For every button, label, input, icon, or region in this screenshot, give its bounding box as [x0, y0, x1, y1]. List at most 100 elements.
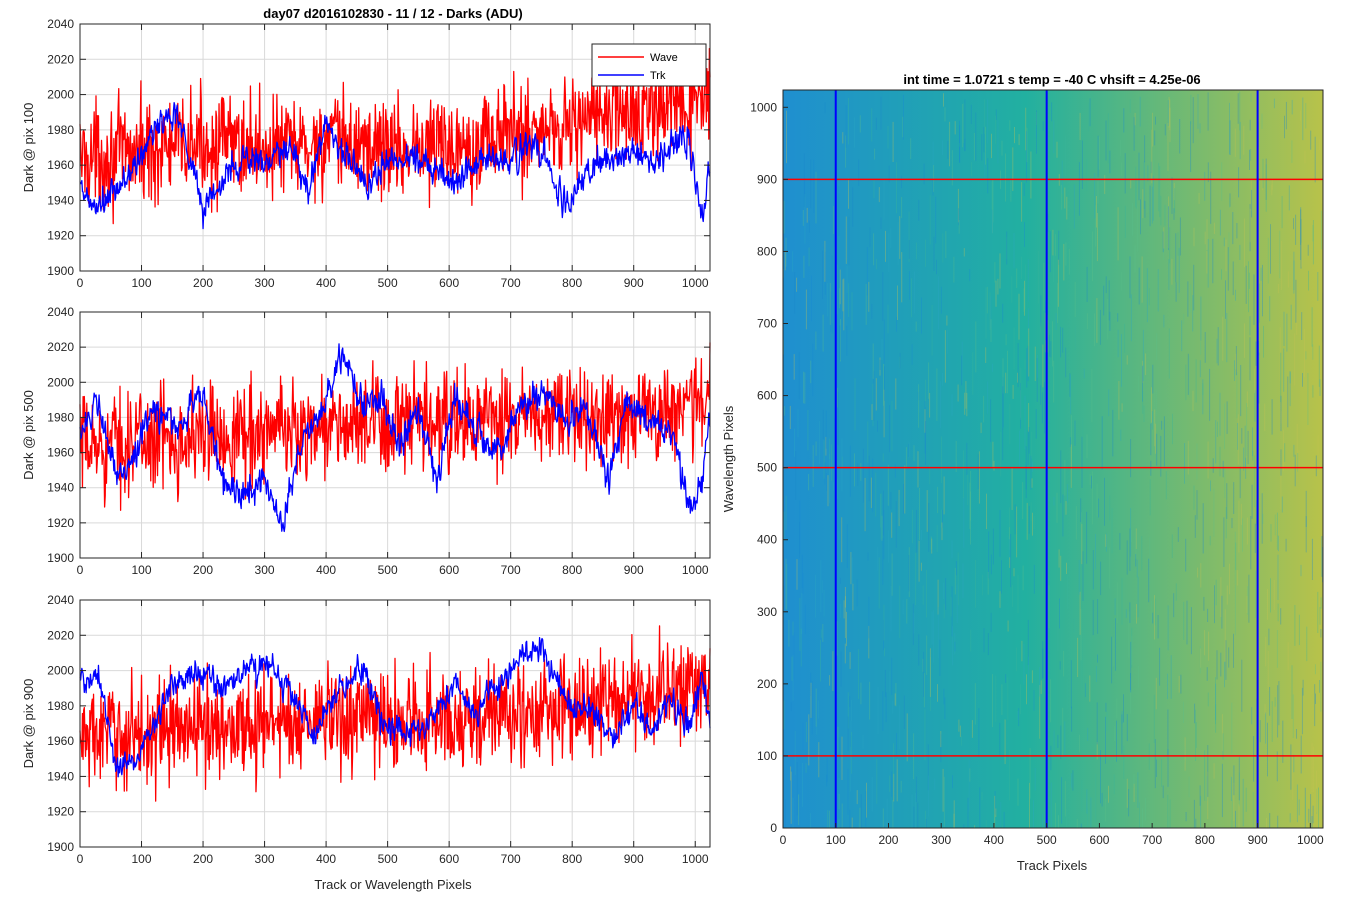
legend-label-wave: Wave	[650, 52, 678, 64]
x-tick-label: 800	[562, 852, 582, 866]
y-tick-label: 1900	[47, 840, 74, 854]
line-panel-3: 0 100 200 300 400 500 600 700 800 900 1000 1900 1920…	[21, 593, 711, 866]
y-tick-label: 1900	[47, 264, 74, 278]
y-tick-label: 100	[757, 749, 777, 763]
y-tick-label: 600	[757, 389, 777, 403]
plot-frame	[79, 599, 711, 848]
x-tick-label: 1000	[682, 276, 709, 290]
x-tick-label: 600	[439, 276, 459, 290]
legend-label-trk: Trk	[650, 70, 666, 82]
y-tick-label: 800	[757, 244, 777, 258]
x-tick-label: 0	[77, 563, 84, 577]
y-tick-label: 400	[757, 533, 777, 547]
x-tick-label: 200	[193, 852, 213, 866]
y-tick-label: 200	[757, 677, 777, 691]
y-tick-label: 900	[757, 172, 777, 186]
x-tick-label: 300	[255, 852, 275, 866]
x-tick-label: 1000	[682, 563, 709, 577]
y-tick-label: 2020	[47, 628, 74, 642]
x-tick-label: 200	[878, 833, 898, 847]
y-tick-label: 2040	[47, 305, 74, 319]
x-tick-label: 700	[1142, 833, 1162, 847]
x-tick-label: 600	[1089, 833, 1109, 847]
y-tick-label: 300	[757, 605, 777, 619]
line-panel-1: 0 100 200 300 400 500 600 700 800 900 1000 1900 1920…	[21, 17, 711, 290]
x-tick-label: 400	[316, 563, 336, 577]
x-tick-label: 900	[624, 276, 644, 290]
x-tick-label: 400	[316, 276, 336, 290]
series-line-trk	[79, 343, 711, 533]
x-tick-label: 500	[378, 563, 398, 577]
series-line-trk	[79, 637, 711, 778]
y-tick-label: 1940	[47, 481, 74, 495]
y-axis-label: Dark @ pix 900	[21, 679, 36, 769]
y-tick-label: 500	[757, 461, 777, 475]
series-line-wave	[79, 45, 711, 225]
y-tick-label: 2020	[47, 52, 74, 66]
y-tick-label: 1920	[47, 805, 74, 819]
x-tick-label: 0	[77, 852, 84, 866]
figure-title: day07 d2016102830 - 11 / 12 - Darks (ADU…	[263, 6, 522, 21]
x-tick-label: 200	[193, 563, 213, 577]
x-tick-label: 700	[501, 563, 521, 577]
y-tick-label: 1000	[750, 100, 777, 114]
y-axis-label: Dark @ pix 500	[21, 390, 36, 480]
x-tick-label: 300	[255, 563, 275, 577]
x-tick-label: 500	[378, 852, 398, 866]
x-tick-label: 800	[1195, 833, 1215, 847]
y-tick-label: 2000	[47, 88, 74, 102]
y-tick-label: 2000	[47, 664, 74, 678]
x-tick-label: 1000	[682, 852, 709, 866]
heatmap-field	[783, 90, 1323, 828]
x-tick-label: 900	[624, 852, 644, 866]
plot-frame	[79, 311, 711, 559]
x-tick-label: 100	[132, 563, 152, 577]
heatmap-y-axis-label: Wavelength Pixels	[721, 405, 736, 512]
y-tick-label: 2000	[47, 375, 74, 389]
x-tick-label: 600	[439, 852, 459, 866]
y-tick-label: 1960	[47, 158, 74, 172]
x-tick-label: 100	[826, 833, 846, 847]
x-tick-label: 200	[193, 276, 213, 290]
x-tick-label: 700	[501, 276, 521, 290]
series-line-trk	[79, 101, 711, 230]
y-tick-label: 1960	[47, 734, 74, 748]
plots-layer: 0 100 200 300 400 500 600 700 800 900 100019001920…	[21, 17, 1324, 866]
heatmap-title: int time = 1.0721 s temp = -40 C vhsift …	[903, 72, 1200, 87]
x-tick-label: 900	[624, 563, 644, 577]
x-tick-label: 500	[378, 276, 398, 290]
x-tick-label: 400	[984, 833, 1004, 847]
y-tick-label: 1920	[47, 516, 74, 530]
legend: Wave Trk	[591, 43, 707, 87]
plot-frame	[79, 23, 711, 272]
y-tick-label: 700	[757, 317, 777, 331]
y-tick-label: 1980	[47, 699, 74, 713]
x-tick-label: 0	[77, 276, 84, 290]
y-tick-label: 2020	[47, 340, 74, 354]
y-axis-label: Dark @ pix 100	[21, 103, 36, 193]
shared-x-axis-label: Track or Wavelength Pixels	[314, 877, 472, 892]
x-tick-label: 100	[132, 276, 152, 290]
x-tick-label: 300	[255, 276, 275, 290]
heatmap-x-axis-label: Track Pixels	[1017, 858, 1088, 873]
y-tick-label: 1900	[47, 551, 74, 565]
x-tick-label: 400	[316, 852, 336, 866]
heatmap-texture	[783, 91, 1323, 828]
y-tick-label: 1940	[47, 769, 74, 783]
y-tick-label: 0	[770, 821, 777, 835]
y-tick-label: 1980	[47, 410, 74, 424]
x-tick-label: 100	[132, 852, 152, 866]
y-tick-label: 1980	[47, 123, 74, 137]
x-tick-label: 0	[780, 833, 787, 847]
x-tick-label: 600	[439, 563, 459, 577]
y-tick-label: 1960	[47, 446, 74, 460]
series-line-wave	[79, 625, 711, 802]
line-panel-2: 0 100 200 300 400 500 600 700 800 900 1000 1900 1920…	[21, 305, 711, 577]
legend-box	[591, 43, 707, 87]
series-line-wave	[79, 342, 711, 511]
y-tick-label: 1920	[47, 229, 74, 243]
x-tick-label: 700	[501, 852, 521, 866]
y-tick-label: 1940	[47, 193, 74, 207]
y-tick-label: 2040	[47, 17, 74, 31]
